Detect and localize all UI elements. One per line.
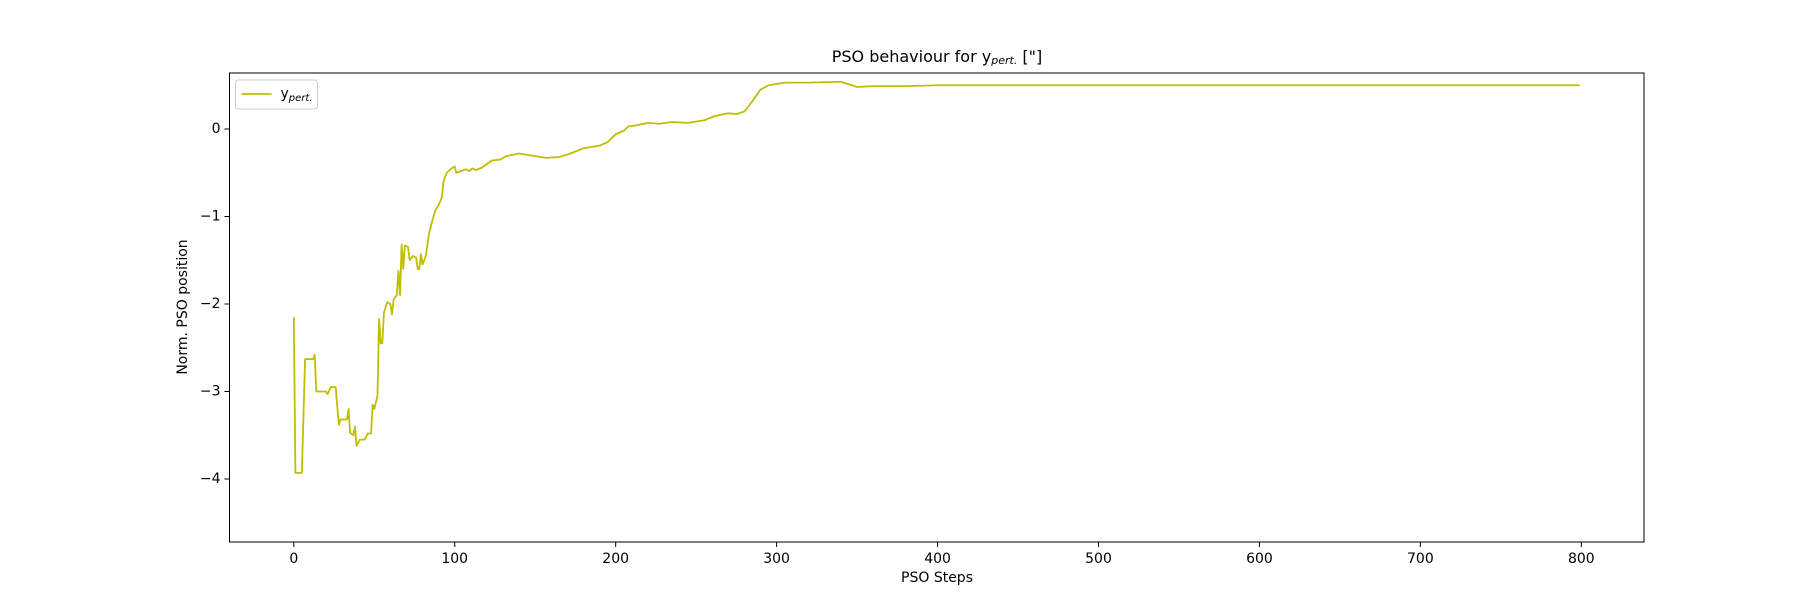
- data-line: [292, 80, 1580, 474]
- x-axis-label: PSO Steps: [901, 570, 973, 586]
- legend-box: [235, 79, 318, 110]
- y-tick-label: −3: [200, 384, 221, 400]
- x-tick-label: 500: [1085, 551, 1112, 567]
- x-tick-label: 400: [924, 551, 951, 567]
- x-tick-label: 800: [1568, 551, 1595, 567]
- legend-subscript: pert.: [288, 93, 313, 104]
- title-subscript: pert.: [990, 54, 1017, 67]
- x-tick-label: 300: [763, 551, 790, 567]
- chart-title: PSO behaviour for ypert. ["]: [832, 47, 1043, 68]
- x-tick-label: 200: [602, 551, 629, 567]
- y-tick-label: −4: [200, 471, 221, 487]
- title-suffix: ["]: [1017, 47, 1042, 66]
- legend-label: ypert.: [281, 86, 313, 104]
- x-tick-label: 600: [1246, 551, 1273, 567]
- plot-frame: [229, 72, 1645, 543]
- y-tick-label: −1: [200, 209, 221, 225]
- legend-name: y: [281, 86, 289, 102]
- x-tick-label: 0: [289, 551, 298, 567]
- x-tick-label: 100: [441, 551, 468, 567]
- x-tick-label: 700: [1407, 551, 1434, 567]
- title-text: PSO behaviour for y: [832, 47, 992, 66]
- y-tick-label: 0: [212, 121, 221, 137]
- y-axis-label: Norm. PSO position: [175, 239, 191, 374]
- y-tick-label: −2: [200, 296, 221, 312]
